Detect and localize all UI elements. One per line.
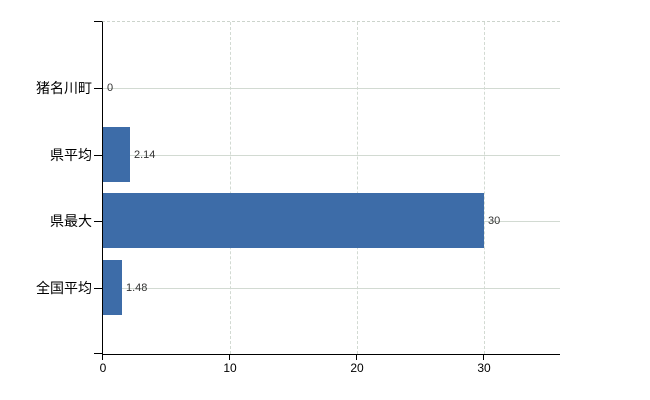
x-axis-tick — [102, 354, 103, 360]
x-tick-label: 0 — [99, 361, 107, 375]
y-axis-tick — [94, 221, 102, 222]
vertical-gridline — [484, 22, 485, 354]
y-axis-tick — [94, 88, 102, 89]
x-tick-label: 20 — [350, 361, 364, 375]
y-axis-tick — [94, 155, 102, 156]
horizontal-gridline — [103, 288, 560, 289]
category-label: 県最大 — [50, 213, 92, 229]
plot-area: 0 2.14 30 1.48 — [102, 21, 560, 355]
horizontal-gridline — [103, 155, 560, 156]
category-label: 猪名川町 — [36, 80, 92, 96]
value-label: 30 — [488, 215, 501, 227]
value-label: 1.48 — [126, 282, 148, 294]
category-label: 全国平均 — [36, 280, 92, 296]
horizontal-gridline — [103, 88, 560, 89]
bar — [103, 193, 484, 248]
x-tick-label: 10 — [223, 361, 237, 375]
y-axis-tick — [94, 288, 102, 289]
bar — [103, 127, 130, 182]
y-axis-end-tick — [94, 353, 102, 354]
vertical-gridline — [357, 22, 358, 354]
vertical-gridline — [230, 22, 231, 354]
value-label: 0 — [107, 82, 114, 94]
y-axis-end-tick — [94, 21, 102, 22]
x-axis-tick — [356, 354, 357, 360]
bar — [103, 260, 122, 315]
value-label: 2.14 — [134, 149, 156, 161]
x-tick-label: 30 — [477, 361, 491, 375]
category-label: 県平均 — [50, 147, 92, 163]
x-axis-tick — [229, 354, 230, 360]
x-axis-tick — [483, 354, 484, 360]
